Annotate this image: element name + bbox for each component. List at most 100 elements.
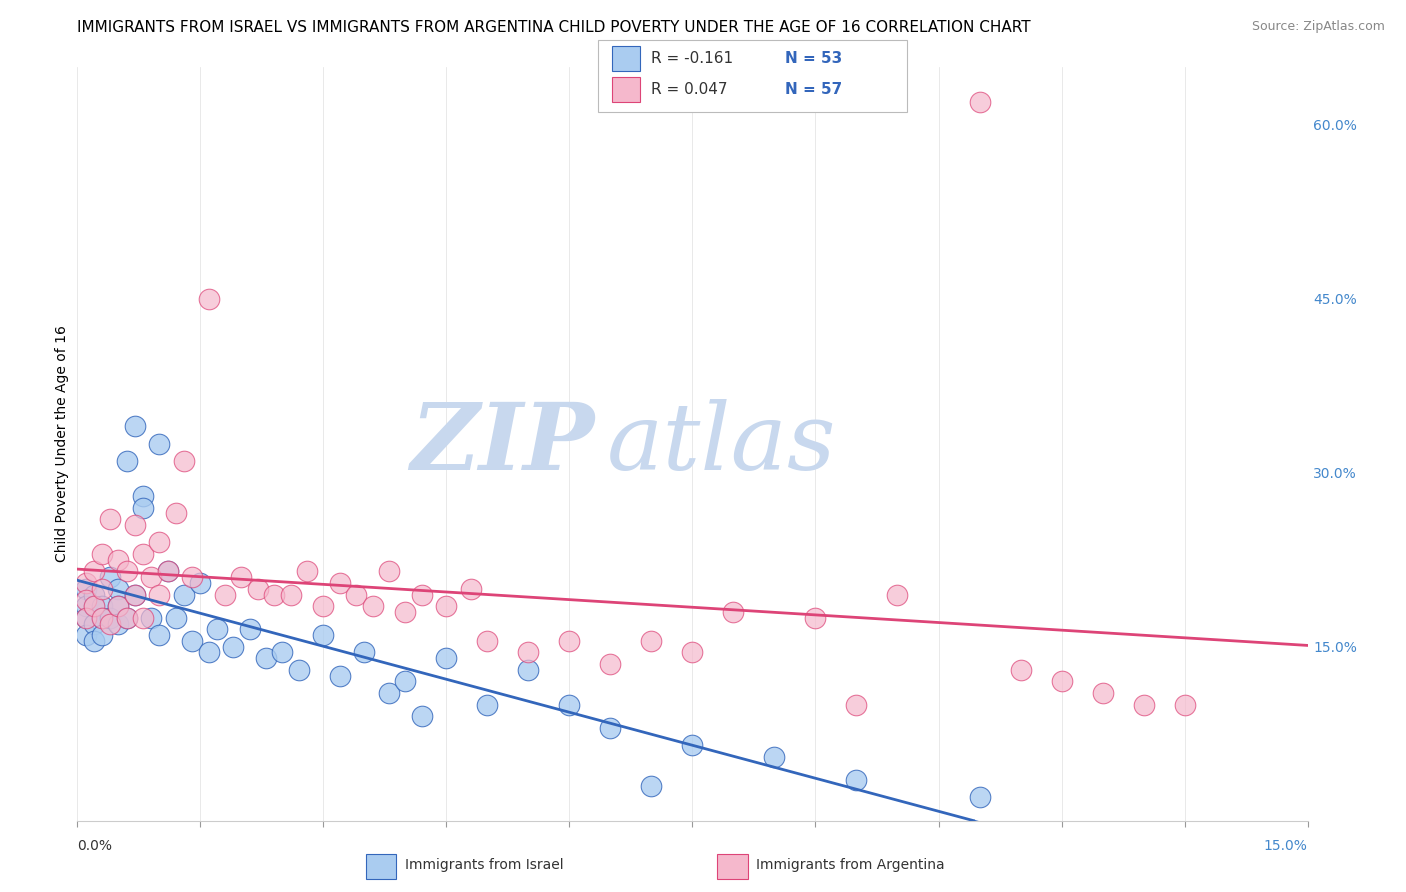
Point xyxy=(723,605,745,619)
Point xyxy=(312,628,335,642)
Point xyxy=(969,790,991,805)
Point xyxy=(558,698,581,712)
Point xyxy=(197,646,219,660)
Point xyxy=(98,570,121,584)
Point xyxy=(222,640,245,654)
Point xyxy=(886,588,908,602)
Point xyxy=(1050,674,1073,689)
Point xyxy=(98,611,121,625)
Point xyxy=(148,535,170,549)
Point xyxy=(90,611,114,625)
Point xyxy=(188,576,212,591)
Point xyxy=(90,547,114,561)
Point xyxy=(312,599,335,614)
Point xyxy=(90,599,114,614)
Point xyxy=(165,507,187,521)
Text: 0.0%: 0.0% xyxy=(77,839,112,854)
Point xyxy=(640,634,662,648)
Point xyxy=(214,588,236,602)
Point xyxy=(599,657,621,672)
Point xyxy=(107,582,129,596)
Text: N = 53: N = 53 xyxy=(785,51,842,66)
Point xyxy=(361,599,384,614)
Point xyxy=(558,634,581,648)
Point xyxy=(90,582,114,596)
Point xyxy=(75,593,97,607)
Point xyxy=(148,588,170,602)
Point xyxy=(83,599,105,614)
Point xyxy=(83,599,105,614)
Point xyxy=(83,588,105,602)
Point xyxy=(436,599,458,614)
Point xyxy=(165,611,187,625)
Point xyxy=(156,565,179,579)
Text: ZIP: ZIP xyxy=(409,399,595,489)
Point xyxy=(411,588,433,602)
Point xyxy=(329,669,352,683)
Point xyxy=(460,582,482,596)
Point xyxy=(115,611,138,625)
Point xyxy=(132,500,155,515)
Point xyxy=(280,588,302,602)
Point xyxy=(124,588,146,602)
Point xyxy=(98,616,121,631)
Y-axis label: Child Poverty Under the Age of 16: Child Poverty Under the Age of 16 xyxy=(55,326,69,562)
Point xyxy=(1174,698,1197,712)
Point xyxy=(132,611,155,625)
Text: Immigrants from Argentina: Immigrants from Argentina xyxy=(756,858,945,872)
Point xyxy=(173,454,195,468)
Point xyxy=(477,634,499,648)
Point xyxy=(75,582,97,596)
Point xyxy=(239,623,262,637)
Point xyxy=(115,454,138,468)
Point xyxy=(90,628,114,642)
Text: R = -0.161: R = -0.161 xyxy=(651,51,733,66)
Point xyxy=(156,565,179,579)
Point xyxy=(75,611,97,625)
Point xyxy=(599,721,621,735)
Text: Source: ZipAtlas.com: Source: ZipAtlas.com xyxy=(1251,20,1385,33)
Point xyxy=(107,616,129,631)
Point xyxy=(682,739,704,753)
Point xyxy=(1010,663,1032,677)
Point xyxy=(378,686,401,700)
Point xyxy=(263,588,285,602)
Point xyxy=(517,646,540,660)
Point xyxy=(107,599,129,614)
Point xyxy=(295,565,318,579)
Point xyxy=(1132,698,1154,712)
Point xyxy=(173,588,195,602)
Point xyxy=(75,628,97,642)
Text: R = 0.047: R = 0.047 xyxy=(651,82,727,97)
Text: IMMIGRANTS FROM ISRAEL VS IMMIGRANTS FROM ARGENTINA CHILD POVERTY UNDER THE AGE : IMMIGRANTS FROM ISRAEL VS IMMIGRANTS FRO… xyxy=(77,20,1031,35)
Point xyxy=(83,616,105,631)
Text: atlas: atlas xyxy=(606,399,835,489)
Point xyxy=(436,651,458,665)
Point xyxy=(115,611,138,625)
Point xyxy=(83,634,105,648)
Point xyxy=(197,292,219,306)
Point xyxy=(181,570,204,584)
Point xyxy=(845,772,868,788)
Point xyxy=(329,576,352,591)
Point xyxy=(763,749,786,764)
Point xyxy=(75,576,97,591)
Point xyxy=(394,605,416,619)
Point xyxy=(141,570,163,584)
Text: 15.0%: 15.0% xyxy=(1264,839,1308,854)
Point xyxy=(132,489,155,503)
Point xyxy=(640,779,662,793)
Point xyxy=(231,570,253,584)
Point xyxy=(148,628,170,642)
Point xyxy=(477,698,499,712)
Point xyxy=(124,518,146,533)
Point xyxy=(205,623,228,637)
Point xyxy=(124,419,146,434)
Point xyxy=(1091,686,1114,700)
Point xyxy=(344,588,367,602)
Point xyxy=(394,674,416,689)
Point xyxy=(115,565,138,579)
Point xyxy=(107,553,129,567)
Point xyxy=(246,582,269,596)
Point xyxy=(271,646,294,660)
